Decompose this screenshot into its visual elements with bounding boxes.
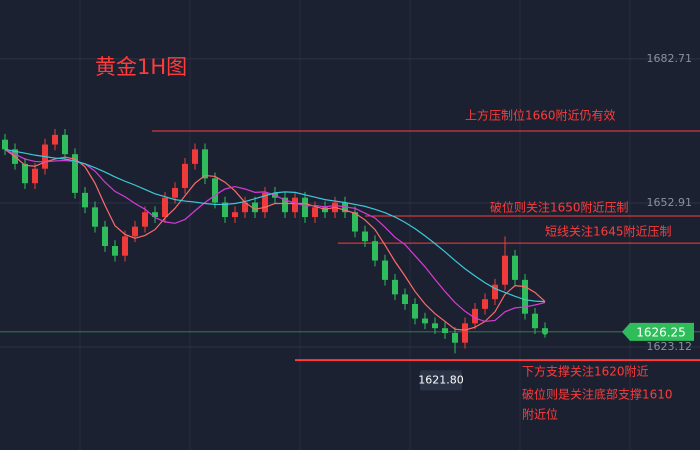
candle-body bbox=[112, 246, 118, 256]
moving-average-line bbox=[4, 148, 546, 323]
candle-body bbox=[82, 192, 88, 208]
candle-body bbox=[282, 197, 288, 213]
low-marker-label: 1621.80 bbox=[418, 373, 464, 386]
candle-body bbox=[122, 236, 128, 256]
candle-body bbox=[62, 134, 68, 155]
y-tick-label: 1652.91 bbox=[647, 196, 693, 209]
y-tick-label: 1623.12 bbox=[647, 340, 693, 353]
candle-body bbox=[462, 323, 468, 343]
candle-body bbox=[212, 178, 218, 203]
candle-body bbox=[182, 163, 188, 189]
candle-body bbox=[502, 255, 508, 285]
candle-body bbox=[362, 231, 368, 242]
current-price-label: 1626.25 bbox=[636, 325, 686, 339]
candle-body bbox=[532, 313, 538, 329]
chart-title: 黄金1H图 bbox=[95, 55, 187, 79]
candle-body bbox=[202, 149, 208, 179]
candle-body bbox=[292, 197, 298, 213]
candle-body bbox=[402, 294, 408, 305]
candle-body bbox=[382, 260, 388, 280]
candle-body bbox=[132, 226, 138, 237]
candle-body bbox=[432, 323, 438, 329]
support-note: 附近位 bbox=[522, 407, 558, 422]
candle-body bbox=[302, 197, 308, 218]
candle-body bbox=[412, 304, 418, 319]
moving-average-line bbox=[4, 148, 546, 331]
candle-body bbox=[192, 149, 198, 164]
candle-body bbox=[162, 197, 168, 218]
candle-body bbox=[222, 202, 228, 218]
y-tick-label: 1682.71 bbox=[647, 52, 693, 65]
candle-body bbox=[232, 212, 238, 218]
candle-body bbox=[492, 284, 498, 300]
plot: 1626.25 1621.80 bbox=[0, 129, 700, 391]
moving-average-line bbox=[4, 148, 546, 303]
candle-body bbox=[2, 139, 8, 150]
candle-body bbox=[22, 163, 28, 184]
candle-body bbox=[52, 134, 58, 145]
candle-body bbox=[352, 212, 358, 232]
price-tag-bg bbox=[622, 322, 694, 341]
candle-body bbox=[452, 333, 458, 343]
level-label: 下方支撑关注1620附近 bbox=[522, 364, 649, 379]
candle-body bbox=[312, 207, 318, 218]
candle-body bbox=[512, 255, 518, 280]
candle-body bbox=[142, 212, 148, 227]
candle-body bbox=[72, 154, 78, 193]
low-marker-bg bbox=[420, 370, 462, 391]
candle-body bbox=[32, 168, 38, 184]
candle-body bbox=[372, 241, 378, 261]
level-label: 上方压制位1660附近仍有效 bbox=[465, 107, 616, 122]
candle-body bbox=[522, 279, 528, 314]
candle-body bbox=[442, 328, 448, 334]
candle-body bbox=[252, 202, 258, 213]
candle-body bbox=[392, 279, 398, 295]
candle-body bbox=[482, 299, 488, 309]
candle-body bbox=[262, 192, 268, 213]
support-note: 破位则是关注底部支撑1610 bbox=[522, 387, 673, 402]
candle-body bbox=[472, 308, 478, 324]
candle-body bbox=[102, 226, 108, 247]
level-label: 破位则关注1650附近压制 bbox=[490, 200, 629, 215]
level-label: 短线关注1645附近压制 bbox=[545, 224, 672, 239]
candle-body bbox=[242, 202, 248, 213]
candle-body bbox=[152, 212, 158, 218]
candle-body bbox=[172, 188, 178, 198]
candle-body bbox=[92, 207, 98, 227]
candle-body bbox=[422, 318, 428, 324]
current-price-dot bbox=[542, 328, 548, 335]
